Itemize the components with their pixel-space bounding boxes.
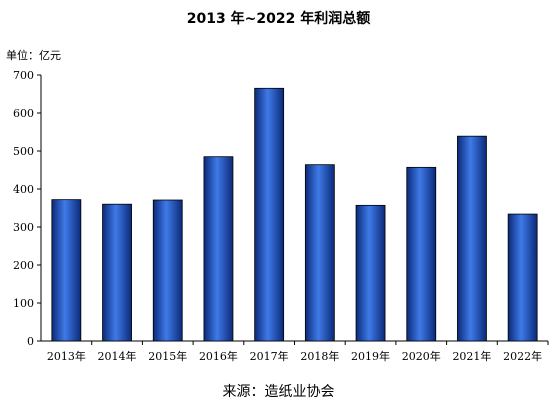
bar-2021年: [457, 135, 487, 342]
bar-2015年: [152, 199, 183, 342]
source-label: 来源：造纸业协会: [222, 384, 335, 400]
chart-title: 2013 年~2022 年利润总额: [186, 11, 371, 27]
x-tick-label: 2021年: [452, 349, 491, 363]
x-tick-label: 2022年: [503, 349, 542, 363]
x-tick-label: 2018年: [300, 349, 339, 363]
tick-labels: 0 100 200 300 400 500 600 700 2013年 2014年 2015年 201…: [13, 69, 542, 363]
y-tick-label: 100: [13, 297, 34, 310]
y-tick-label: 400: [13, 183, 34, 196]
bar-2013年: [51, 199, 82, 342]
x-tick-label: 2013年: [47, 349, 86, 363]
bar-2018年: [304, 164, 335, 342]
x-tick-label: 2017年: [250, 349, 289, 363]
bar-2017年: [254, 87, 285, 342]
y-tick-label: 300: [13, 221, 34, 234]
bar-2016年: [203, 156, 234, 342]
y-tick-label: 500: [13, 145, 34, 158]
bar-2019年: [355, 204, 386, 342]
y-tick-label: 700: [13, 69, 34, 82]
bar-2022年: [507, 213, 538, 342]
y-tick-label: 200: [13, 259, 34, 272]
bars: [51, 87, 538, 342]
x-tick-label: 2019年: [351, 349, 390, 363]
x-tick-label: 2016年: [199, 349, 238, 363]
unit-label: 单位：亿元: [6, 49, 61, 62]
x-tick-label: 2015年: [148, 349, 187, 363]
x-tick-label: 2020年: [402, 349, 441, 363]
x-tick-label: 2014年: [98, 349, 137, 363]
y-tick-label: 600: [13, 107, 34, 120]
y-tick-label: 0: [27, 335, 34, 348]
bar-2014年: [102, 203, 132, 342]
bar-2020年: [406, 166, 437, 342]
